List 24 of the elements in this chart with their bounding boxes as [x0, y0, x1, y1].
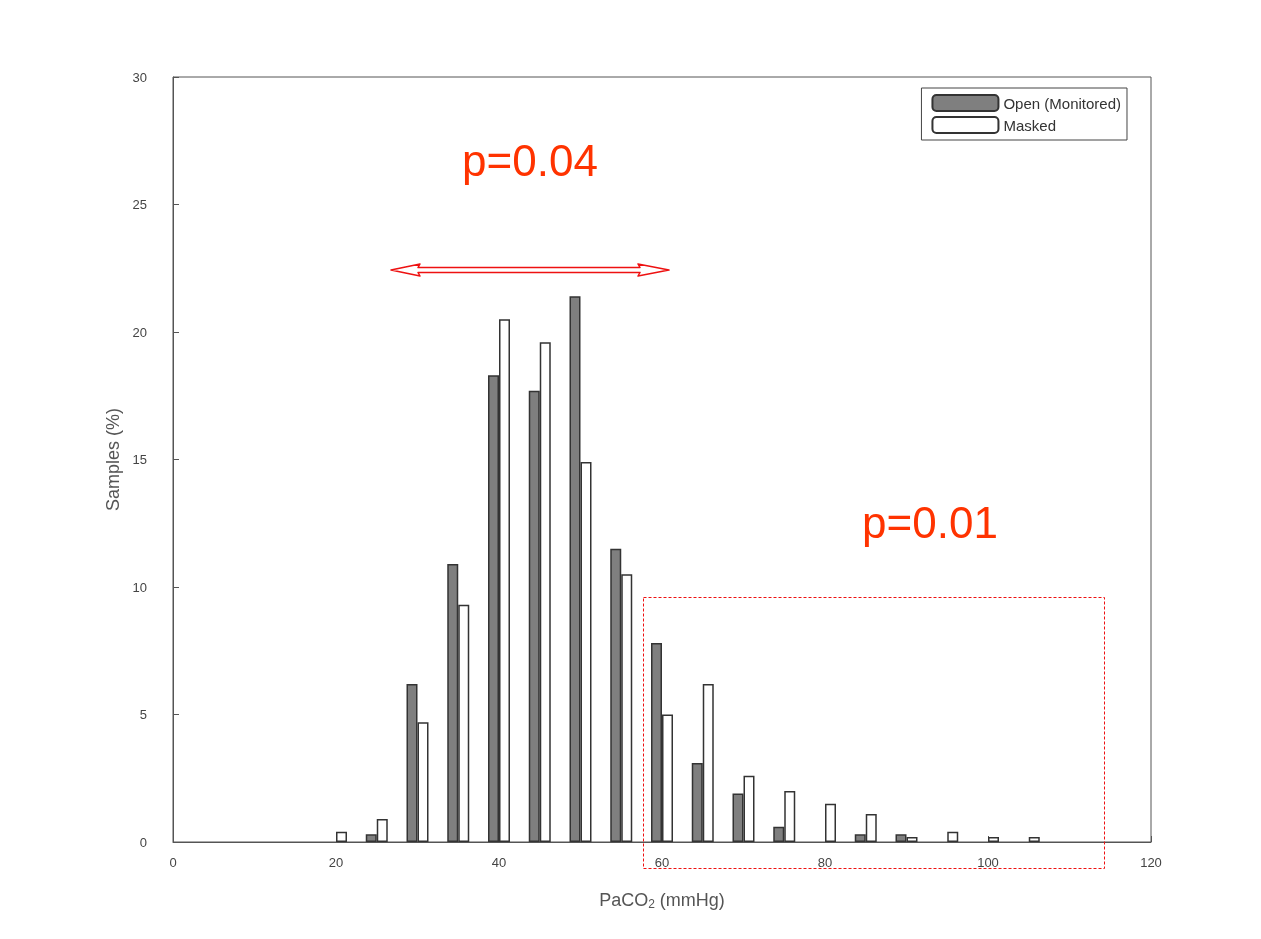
legend-label: Masked	[1003, 116, 1056, 134]
bar	[947, 831, 959, 842]
bar	[988, 836, 999, 842]
y-tick-label: 10	[132, 579, 147, 595]
y-tick-label: 0	[139, 834, 147, 850]
x-tick-label: 0	[169, 855, 177, 870]
y-tick-label: 20	[132, 324, 147, 340]
y-tick-label: 30	[132, 69, 147, 85]
bar	[336, 831, 347, 842]
legend-label: Open (Monitored)	[1003, 94, 1122, 112]
annotation: p=0.04	[462, 135, 598, 185]
x-tick-label: 40	[491, 855, 507, 870]
x-tick-label: 60	[654, 855, 670, 870]
x-tick-label: 120	[1140, 855, 1162, 870]
x-tick-label: 100	[977, 855, 999, 870]
y-axis-title: Samples (%)	[102, 407, 123, 512]
x-tick-label: 20	[328, 855, 344, 870]
bar	[825, 803, 836, 842]
y-tick-label: 5	[139, 707, 147, 722]
bar	[1028, 836, 1040, 842]
y-tick-label: 15	[132, 452, 147, 467]
x-tick-label: 80	[817, 855, 833, 870]
y-tick-label: 25	[132, 197, 147, 212]
annotation: p=0.01	[862, 497, 998, 547]
